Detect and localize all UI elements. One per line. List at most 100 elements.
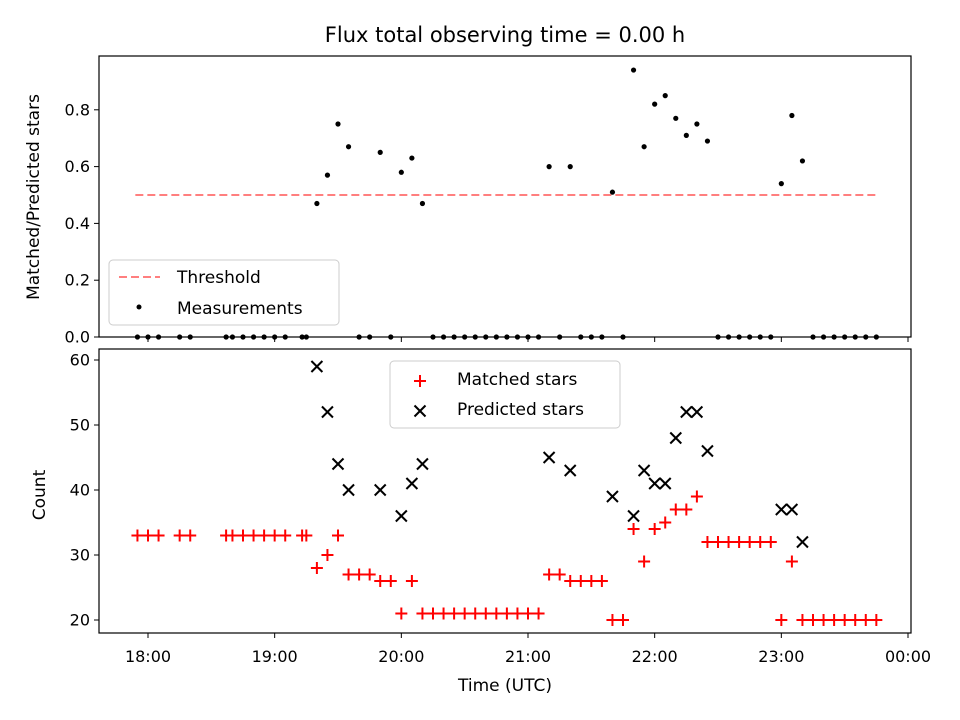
matched-star-point bbox=[469, 607, 482, 620]
plot-area bbox=[131, 360, 883, 626]
matched-star-point bbox=[405, 575, 418, 587]
measurement-point bbox=[694, 121, 700, 127]
matched-star-point bbox=[511, 607, 524, 620]
predicted-star-point bbox=[606, 490, 619, 503]
matched-star-point bbox=[363, 568, 376, 581]
matched-star-point bbox=[807, 614, 819, 626]
measurement-point bbox=[799, 158, 806, 164]
x-tick-label: 23:00 bbox=[758, 647, 804, 666]
x-axis-ticks: 18:00 19:00 20:00 21:00 22:00 23:00 00:00 bbox=[125, 633, 931, 666]
x-tick-label: 22:00 bbox=[632, 647, 678, 666]
predicted-star-point bbox=[542, 451, 556, 464]
matched-star-point bbox=[690, 490, 703, 503]
matched-star-point bbox=[522, 607, 534, 620]
legend-threshold-label: Threshold bbox=[176, 268, 261, 288]
matched-star-point bbox=[448, 607, 461, 620]
predicted-star-point bbox=[395, 509, 408, 523]
legend-matched-swatch bbox=[414, 375, 426, 387]
predicted-star-point bbox=[785, 503, 799, 516]
measurement-point bbox=[652, 101, 658, 107]
legend-box bbox=[108, 259, 340, 326]
measurement-point bbox=[789, 112, 795, 119]
matched-star-point bbox=[617, 614, 629, 626]
matched-star-point bbox=[458, 607, 471, 620]
matched-star-point bbox=[416, 607, 429, 620]
measurement-point bbox=[409, 155, 415, 161]
y-axis-label: Count bbox=[30, 469, 50, 520]
y-tick-label: 0.2 bbox=[65, 271, 90, 290]
matched-star-point bbox=[384, 575, 397, 587]
matched-star-point bbox=[437, 607, 450, 620]
measurement-point bbox=[778, 181, 784, 187]
x-tick-label: 18:00 bbox=[125, 647, 171, 666]
predicted-star-point bbox=[416, 457, 429, 471]
matched-star-point bbox=[268, 529, 281, 542]
measurement-point bbox=[641, 144, 647, 150]
matched-star-point bbox=[152, 529, 165, 542]
predicted-star-point bbox=[331, 457, 345, 471]
predicted-star-point bbox=[796, 535, 809, 549]
measurement-point bbox=[398, 169, 404, 175]
y-axis-label: Matched/Predicted stars bbox=[24, 94, 44, 300]
measurement-point bbox=[324, 172, 331, 178]
matched-star-point bbox=[669, 503, 682, 516]
matched-star-point bbox=[817, 614, 830, 626]
predicted-star-point bbox=[680, 405, 693, 419]
count-plot: Count Time (UTC) 20 30 40 50 60 18:00 19:00 20… bbox=[30, 348, 931, 696]
matched-star-point bbox=[226, 529, 239, 542]
matched-star-point bbox=[543, 568, 556, 581]
matched-star-point bbox=[785, 555, 798, 568]
matched-star-point bbox=[247, 529, 260, 542]
matched-star-point bbox=[775, 614, 788, 626]
matched-star-point bbox=[574, 575, 587, 587]
ratio-plot: Flux total observing time = 0.00 h Match… bbox=[24, 23, 912, 347]
matched-star-point bbox=[321, 549, 334, 561]
matched-star-point bbox=[701, 536, 714, 548]
matched-star-point bbox=[859, 614, 872, 626]
matched-star-point bbox=[374, 575, 387, 587]
measurement-point bbox=[609, 189, 616, 195]
matched-star-point bbox=[500, 607, 513, 620]
legend-predicted-label: Predicted stars bbox=[457, 400, 584, 420]
y-tick-label: 0.8 bbox=[65, 100, 90, 119]
matched-star-point bbox=[479, 607, 492, 620]
predicted-star-point bbox=[310, 360, 324, 373]
matched-star-point bbox=[332, 529, 344, 542]
y-tick-label: 0.6 bbox=[65, 157, 90, 176]
measurement-point bbox=[546, 164, 552, 170]
matched-star-point bbox=[743, 536, 756, 548]
x-tick-label: 00:00 bbox=[885, 647, 931, 666]
matched-star-point bbox=[490, 607, 503, 620]
legend-predicted-swatch bbox=[413, 404, 427, 418]
predicted-star-point bbox=[321, 405, 334, 419]
x-axis-label: Time (UTC) bbox=[457, 676, 552, 696]
legend-measurements-label: Measurements bbox=[177, 299, 303, 319]
x-tick-label: 21:00 bbox=[505, 647, 551, 666]
measurement-point bbox=[419, 200, 426, 207]
matched-star-point bbox=[796, 614, 809, 626]
predicted-star-point bbox=[690, 405, 704, 419]
matched-star-point bbox=[142, 529, 154, 542]
y-axis-ticks: 0.0 0.2 0.4 0.6 0.8 bbox=[65, 100, 99, 347]
predicted-star-point bbox=[775, 503, 788, 516]
measurement-point bbox=[662, 93, 668, 99]
matched-star-point bbox=[342, 568, 355, 581]
matched-star-point bbox=[184, 529, 197, 542]
measurement-point bbox=[673, 115, 679, 121]
measurement-point bbox=[683, 132, 689, 138]
matched-star-point bbox=[606, 614, 619, 626]
predicted-star-point bbox=[637, 464, 651, 477]
matched-star-point bbox=[648, 523, 661, 535]
y-tick-label: 50 bbox=[70, 416, 90, 435]
x-tick-label: 19:00 bbox=[252, 647, 298, 666]
matched-star-point bbox=[300, 529, 313, 542]
matched-star-point bbox=[532, 607, 545, 620]
x-tick-label: 20:00 bbox=[378, 647, 424, 666]
predicted-star-point bbox=[374, 483, 387, 497]
matched-star-point bbox=[870, 614, 883, 626]
measurement-point bbox=[704, 138, 711, 144]
measurement-point bbox=[335, 121, 341, 127]
predicted-star-point bbox=[564, 464, 577, 477]
predicted-star-point bbox=[405, 477, 419, 490]
